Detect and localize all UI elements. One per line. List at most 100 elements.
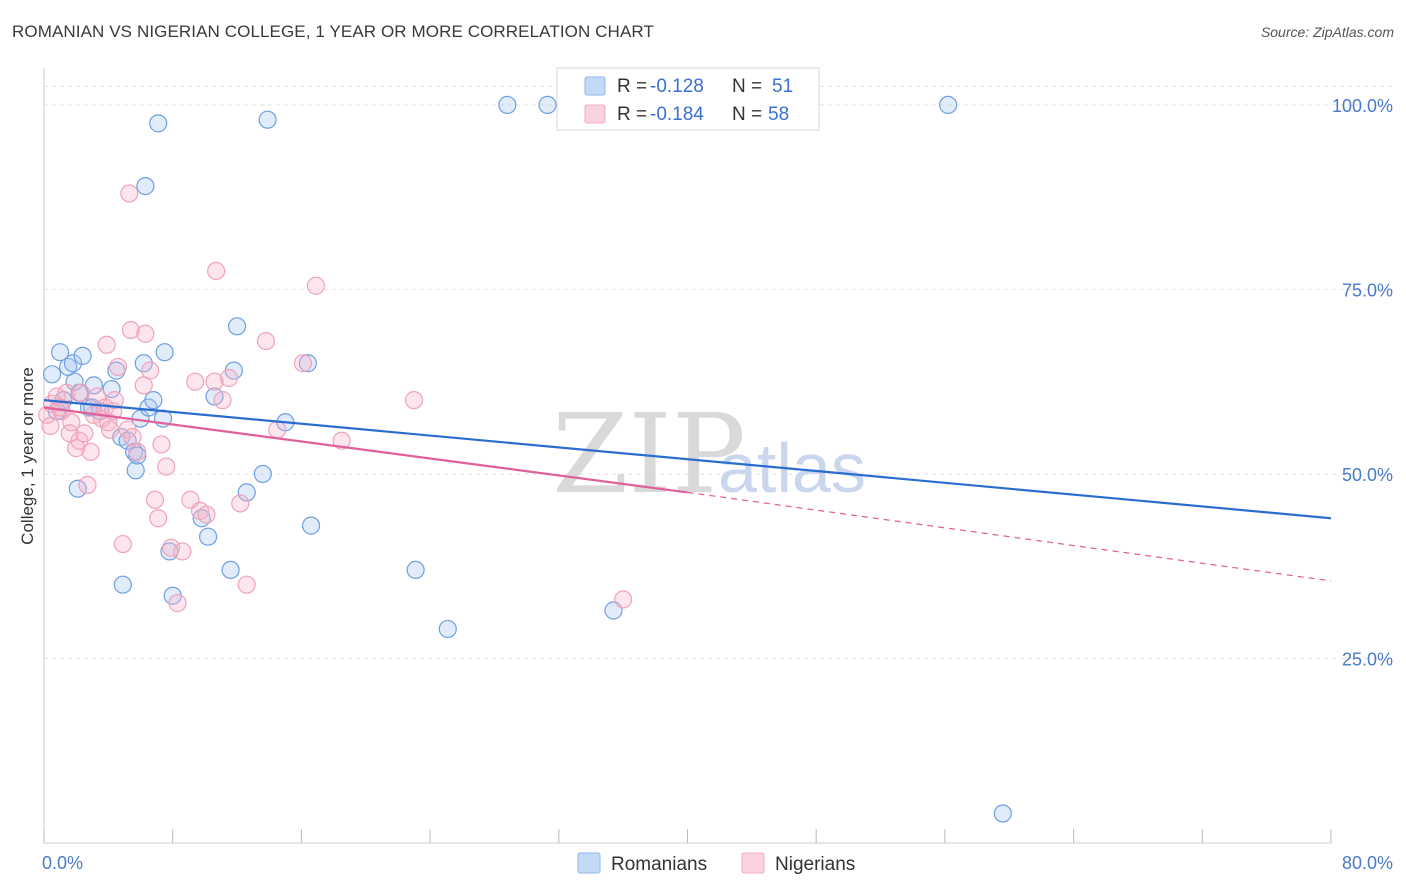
y-tick-label-2: 75.0% xyxy=(1342,280,1393,300)
nigerians-point-36 xyxy=(205,372,224,391)
nigerians-point-57 xyxy=(100,420,120,439)
legend-n-value-2: 58 xyxy=(768,104,789,125)
romanians-point-4 xyxy=(73,346,92,365)
nigerians-point-46 xyxy=(404,391,424,410)
romanians-point-44 xyxy=(258,110,277,129)
y-tick-label-3: 100.0% xyxy=(1332,96,1393,116)
nigerians-point-30 xyxy=(168,594,187,613)
trend-line-nigerians xyxy=(43,406,688,494)
nigerians-point-47 xyxy=(614,590,633,609)
legend-n-value-1: 51 xyxy=(772,76,793,97)
y-tick-label-0: 25.0% xyxy=(1342,649,1393,669)
legend-bottom-romanians: Romanians xyxy=(611,854,707,875)
legend-r-label-1: R = xyxy=(617,76,647,97)
nigerians-point-19 xyxy=(113,534,132,554)
legend-n-label-2: N = xyxy=(732,104,762,125)
legend-r-label-2: R = xyxy=(617,104,647,125)
x-tick-label-min: 0.0% xyxy=(42,853,83,873)
legend-swatch-nigerians xyxy=(584,104,606,124)
y-axis-title: College, 1 year or more xyxy=(18,367,37,545)
romanians-point-28 xyxy=(221,560,240,580)
watermark-zip: ZIP xyxy=(552,390,746,518)
x-tick-labels: 0.0% 80.0% xyxy=(42,853,1393,873)
nigerians-point-37 xyxy=(213,391,232,410)
legend-bottom-swatch-nigerians xyxy=(741,852,765,874)
nigerians-point-21 xyxy=(123,427,142,447)
legend-swatch-romanians xyxy=(584,76,606,96)
axes xyxy=(43,68,1332,844)
nigerians-point-53 xyxy=(41,416,60,436)
nigerians-point-43 xyxy=(293,354,313,373)
nigerians-point-9 xyxy=(78,475,97,495)
romanians-point-30 xyxy=(227,317,247,336)
romanians-point-43 xyxy=(149,114,168,133)
nigerians-point-22 xyxy=(128,442,147,461)
romanians-point-0 xyxy=(42,365,62,384)
romanians-point-1 xyxy=(50,343,70,362)
romanians-point-34 xyxy=(298,354,317,373)
legend-bottom-swatch-romanians xyxy=(577,852,601,874)
romanians-point-41 xyxy=(939,95,958,115)
nigerians-point-49 xyxy=(207,261,226,281)
chart-source: Source: ZipAtlas.com xyxy=(1260,24,1394,40)
nigerians-point-25 xyxy=(145,490,165,509)
romanians-point-10 xyxy=(102,379,121,399)
romanians-point-47 xyxy=(113,575,132,594)
nigerians-point-51 xyxy=(136,324,155,343)
romanians-point-13 xyxy=(126,461,145,480)
watermark: ZIP atlas xyxy=(552,390,866,518)
nigerians-point-15 xyxy=(99,413,118,432)
nigerians-point-55 xyxy=(60,424,79,443)
legend-r-value-2: -0.184 xyxy=(650,104,704,125)
nigerians-point-29 xyxy=(161,538,181,557)
romanians-point-36 xyxy=(406,560,425,580)
nigerians-point-26 xyxy=(149,509,168,528)
romanians-point-3 xyxy=(63,354,83,373)
legend-r-value-1: -0.128 xyxy=(650,76,704,97)
nigerians-point-31 xyxy=(173,542,192,561)
gridlines xyxy=(44,85,1392,659)
legend-top: R = -0.128 N = 51 R = -0.184 N = 58 xyxy=(556,67,820,131)
legend-bottom: Romanians Nigerians xyxy=(577,852,855,875)
romanians-point-22 xyxy=(155,343,174,362)
romanians-point-35 xyxy=(301,516,321,535)
nigerians-point-45 xyxy=(332,431,351,450)
romanians-point-38 xyxy=(498,95,517,115)
nigerians-point-40 xyxy=(237,575,256,594)
series-nigerians xyxy=(38,184,633,613)
romanians-point-18 xyxy=(134,354,153,373)
romanians-point-31 xyxy=(237,483,256,502)
trend-line-nigerians-extension xyxy=(687,491,1332,582)
series-romanians xyxy=(42,95,1012,823)
nigerians-point-52 xyxy=(97,335,116,354)
x-tick-label-max: 80.0% xyxy=(1342,853,1393,873)
nigerians-point-33 xyxy=(186,372,205,391)
legend-bottom-nigerians: Nigerians xyxy=(775,854,855,875)
chart-title: ROMANIAN VS NIGERIAN COLLEGE, 1 YEAR OR … xyxy=(12,22,654,41)
y-tick-labels: 25.0% 50.0% 75.0% 100.0% xyxy=(1332,96,1393,670)
nigerians-point-10 xyxy=(81,442,100,461)
nigerians-point-44 xyxy=(306,276,325,295)
y-tick-label-1: 50.0% xyxy=(1342,465,1393,485)
romanians-point-26 xyxy=(198,527,218,546)
nigerians-point-17 xyxy=(105,391,124,410)
romanians-point-46 xyxy=(68,479,87,498)
romanians-point-42 xyxy=(993,804,1012,823)
nigerians-point-27 xyxy=(152,435,171,454)
trend-lines xyxy=(43,399,1332,582)
romanians-point-39 xyxy=(538,95,557,115)
nigerians-point-50 xyxy=(121,320,140,340)
romanians-point-37 xyxy=(438,619,457,639)
legend-n-label-1: N = xyxy=(732,76,762,97)
nigerians-point-38 xyxy=(219,368,239,388)
nigerians-point-41 xyxy=(256,331,276,351)
nigerians-point-35 xyxy=(197,505,216,524)
nigerians-point-56 xyxy=(71,383,91,402)
nigerians-point-28 xyxy=(157,457,176,476)
trend-line-romanians xyxy=(43,399,1332,520)
nigerians-point-24 xyxy=(141,361,160,380)
romanians-point-45 xyxy=(136,176,155,196)
nigerians-point-48 xyxy=(120,184,139,203)
nigerians-point-42 xyxy=(268,420,287,439)
